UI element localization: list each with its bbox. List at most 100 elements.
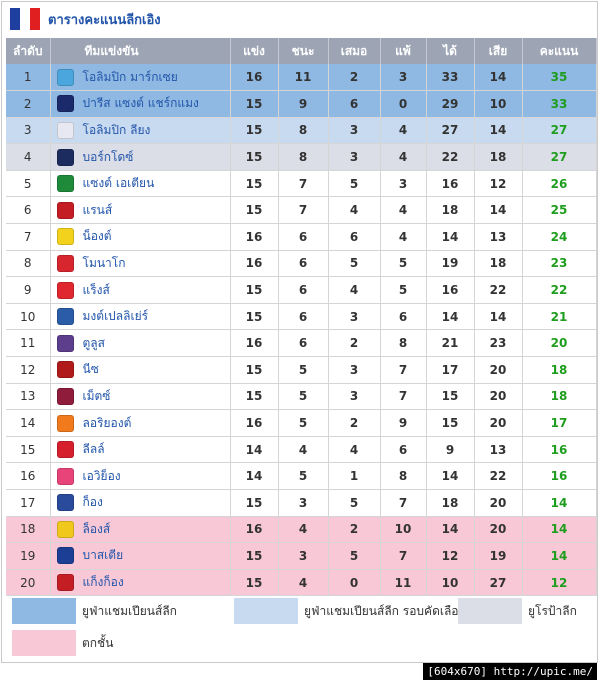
cell-team[interactable]: น็องต์ [50,223,231,251]
cell-played: 15 [230,489,279,517]
table-row[interactable]: 17 ก็อง 15 3 5 7 18 20 14 [6,489,597,517]
table-row[interactable]: 11 ตูลูส 16 6 2 8 21 23 20 [6,329,597,358]
cell-team[interactable]: แร็งส์ [50,276,231,304]
cell-won: 7 [278,196,329,225]
cell-team[interactable]: แก็งก็อง [50,569,231,597]
cell-lost: 7 [380,489,427,517]
column-header-pts[interactable]: คะแนน [522,38,597,64]
team-name-link[interactable]: ล็องส์ [82,521,111,536]
cell-team[interactable]: เอวิย็อง [50,462,231,490]
cell-team[interactable]: ปารีส แซงต์ แชร์กแมง [50,90,231,118]
cell-pts: 24 [522,223,597,251]
table-row[interactable]: 16 เอวิย็อง 14 5 1 8 14 22 16 [6,462,597,490]
column-header-played[interactable]: แข่ง [230,38,279,64]
cell-team[interactable]: มงต์เปลลิเย่ร์ [50,303,231,331]
column-header-ga[interactable]: เสีย [474,38,523,64]
cell-won: 6 [278,303,329,331]
column-header-gf[interactable]: ได้ [426,38,475,64]
cell-pts: 27 [522,143,597,171]
cell-drawn: 6 [328,223,381,251]
reims-crest-icon [56,281,74,299]
cell-team[interactable]: โอลิมปิก ลียง [50,117,231,145]
cell-gf: 16 [426,170,475,198]
cell-gf: 18 [426,489,475,517]
table-row[interactable]: 15 ลีลล์ 14 4 4 6 9 13 16 [6,436,597,464]
table-row[interactable]: 18 ล็องส์ 16 4 2 10 14 20 14 [6,516,597,544]
legend-item-relegation: ตกชั้น [12,630,113,656]
table-row[interactable]: 8 โมนาโก 16 6 5 5 19 18 23 [6,250,597,278]
team-name-link[interactable]: ปารีส แซงต์ แชร์กแมง [82,96,199,111]
team-name-link[interactable]: ก็อง [82,495,103,510]
team-name-link[interactable]: เอวิย็อง [82,468,121,483]
team-name-link[interactable]: นีซ [82,362,99,377]
team-name-link[interactable]: มงต์เปลลิเย่ร์ [82,309,149,324]
table-row[interactable]: 1 โอลิมปิก มาร์กเซย 16 11 2 3 33 14 35 [6,64,597,92]
table-row[interactable]: 6 แรนส์ 15 7 4 4 18 14 25 [6,196,597,225]
cell-won: 6 [278,329,329,358]
cell-drawn: 3 [328,303,381,331]
team-name-link[interactable]: แรนส์ [82,202,113,217]
column-header-pos[interactable]: ลำดับ [6,38,51,64]
cell-pos: 19 [6,542,51,570]
cell-pos: 14 [6,409,51,437]
column-header-won[interactable]: ชนะ [278,38,329,64]
table-row[interactable]: 9 แร็งส์ 15 6 4 5 16 22 22 [6,276,597,304]
cell-team[interactable]: ล็องส์ [50,516,231,544]
cell-played: 15 [230,276,279,304]
team-name-link[interactable]: โอลิมปิก มาร์กเซย [82,69,178,84]
legend-swatch [458,598,522,624]
cell-gf: 18 [426,196,475,225]
team-name-link[interactable]: ลีลล์ [82,442,105,457]
cell-team[interactable]: โมนาโก [50,250,231,278]
column-header-drawn[interactable]: เสมอ [328,38,381,64]
cell-team[interactable]: บาสเตีย [50,542,231,570]
team-name-link[interactable]: ตูลูส [82,335,105,350]
table-row[interactable]: 20 แก็งก็อง 15 4 0 11 10 27 12 [6,569,597,597]
cell-team[interactable]: ตูลูส [50,329,231,358]
cell-team[interactable]: ก็อง [50,489,231,517]
table-row[interactable]: 3 โอลิมปิก ลียง 15 8 3 4 27 14 27 [6,117,597,145]
cell-won: 5 [278,356,329,384]
team-name-link[interactable]: โอลิมปิก ลียง [82,122,151,137]
table-row[interactable]: 14 ลอริยองต์ 16 5 2 9 15 20 17 [6,409,597,437]
cell-gf: 16 [426,276,475,304]
cell-team[interactable]: ลอริยองต์ [50,409,231,437]
cell-pos: 10 [6,303,51,331]
cell-played: 16 [230,329,279,358]
column-header-lost[interactable]: แพ้ [380,38,427,64]
team-name-link[interactable]: แก็งก็อง [82,575,124,590]
table-row[interactable]: 12 นีซ 15 5 3 7 17 20 18 [6,356,597,384]
table-row[interactable]: 10 มงต์เปลลิเย่ร์ 15 6 3 6 14 14 21 [6,303,597,331]
team-name-link[interactable]: บอร์กโดซ์ [82,149,134,164]
cell-team[interactable]: บอร์กโดซ์ [50,143,231,171]
cell-won: 4 [278,436,329,464]
team-name-link[interactable]: บาสเตีย [82,548,124,563]
table-row[interactable]: 7 น็องต์ 16 6 6 4 14 13 24 [6,223,597,251]
cell-drawn: 0 [328,569,381,597]
cell-lost: 5 [380,276,427,304]
table-row[interactable]: 2 ปารีส แซงต์ แชร์กแมง 15 9 6 0 29 10 33 [6,90,597,118]
team-name-link[interactable]: ลอริยองต์ [82,415,132,430]
lorient-crest-icon [56,414,74,432]
table-row[interactable]: 5 แซงต์ เอเตียน 15 7 5 3 16 12 26 [6,170,597,198]
cell-pts: 35 [522,64,597,92]
table-row[interactable]: 19 บาสเตีย 15 3 5 7 12 19 14 [6,542,597,570]
cell-pos: 20 [6,569,51,597]
cell-team[interactable]: นีซ [50,356,231,384]
team-name-link[interactable]: แซงต์ เอเตียน [82,176,155,191]
table-row[interactable]: 4 บอร์กโดซ์ 15 8 3 4 22 18 27 [6,143,597,171]
cell-team[interactable]: แรนส์ [50,196,231,225]
cell-won: 4 [278,569,329,597]
cell-team[interactable]: เม็ตซ์ [50,383,231,411]
lens-crest-icon [56,520,74,538]
cell-team[interactable]: ลีลล์ [50,436,231,464]
table-row[interactable]: 13 เม็ตซ์ 15 5 3 7 15 20 18 [6,383,597,411]
team-name-link[interactable]: แร็งส์ [82,282,110,297]
team-name-link[interactable]: โมนาโก [82,255,126,270]
column-header-team[interactable]: ทีมแข่งขัน [50,38,231,64]
team-name-link[interactable]: น็องต์ [82,229,112,244]
image-credit: [604x670] http://upic.me/ [423,663,597,680]
cell-team[interactable]: แซงต์ เอเตียน [50,170,231,198]
team-name-link[interactable]: เม็ตซ์ [82,388,111,403]
cell-team[interactable]: โอลิมปิก มาร์กเซย [50,64,231,92]
